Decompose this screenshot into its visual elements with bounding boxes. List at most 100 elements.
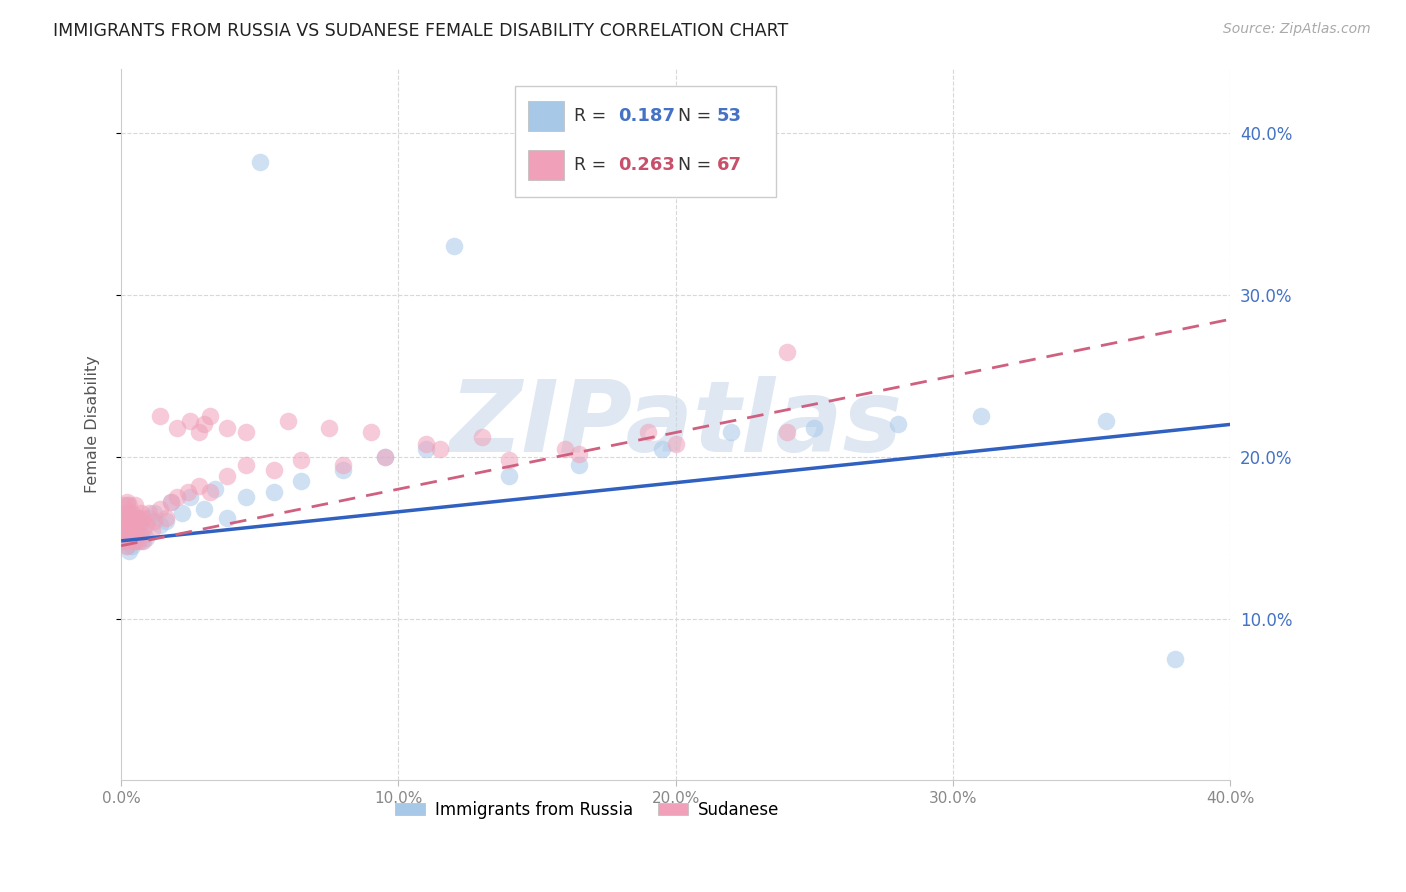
Point xyxy=(115,498,138,512)
Point xyxy=(332,458,354,472)
Point xyxy=(129,533,152,548)
Point xyxy=(176,485,198,500)
Point xyxy=(118,517,141,532)
Point xyxy=(149,409,172,424)
Point xyxy=(121,507,143,521)
Point xyxy=(215,420,238,434)
Point xyxy=(112,511,135,525)
Point xyxy=(118,533,141,548)
Point xyxy=(121,539,143,553)
Point xyxy=(498,469,520,483)
FancyBboxPatch shape xyxy=(529,150,564,179)
Point xyxy=(187,425,209,440)
Point xyxy=(143,515,166,529)
Point xyxy=(124,511,146,525)
Point xyxy=(127,523,149,537)
Point xyxy=(155,515,177,529)
Point xyxy=(374,450,396,464)
Text: IMMIGRANTS FROM RUSSIA VS SUDANESE FEMALE DISABILITY CORRELATION CHART: IMMIGRANTS FROM RUSSIA VS SUDANESE FEMAL… xyxy=(53,22,789,40)
Point xyxy=(886,417,908,432)
FancyBboxPatch shape xyxy=(529,102,564,131)
Point xyxy=(160,495,183,509)
Point xyxy=(235,490,257,504)
Point xyxy=(124,533,146,548)
Point xyxy=(568,458,591,472)
Point xyxy=(115,517,138,532)
Point xyxy=(124,533,146,548)
Point xyxy=(115,527,138,541)
Point xyxy=(776,344,799,359)
Point xyxy=(198,409,221,424)
Point xyxy=(118,527,141,541)
Point xyxy=(129,527,152,541)
Point xyxy=(166,490,188,504)
Point xyxy=(118,543,141,558)
Point xyxy=(124,531,146,545)
Point xyxy=(554,442,576,456)
Point xyxy=(263,485,285,500)
Point xyxy=(121,515,143,529)
Point xyxy=(132,511,155,525)
Point xyxy=(290,453,312,467)
Point xyxy=(155,511,177,525)
Point xyxy=(215,511,238,525)
Text: 53: 53 xyxy=(717,107,742,125)
Point xyxy=(471,430,494,444)
Point xyxy=(118,498,141,512)
Point xyxy=(132,533,155,548)
Point xyxy=(115,495,138,509)
Point xyxy=(118,523,141,537)
Point xyxy=(127,511,149,525)
Point xyxy=(121,527,143,541)
Text: 67: 67 xyxy=(717,155,742,174)
Point xyxy=(127,517,149,532)
Point xyxy=(637,425,659,440)
Point xyxy=(124,515,146,529)
Point xyxy=(149,501,172,516)
Point xyxy=(115,539,138,553)
Point xyxy=(112,533,135,548)
Point xyxy=(129,515,152,529)
Legend: Immigrants from Russia, Sudanese: Immigrants from Russia, Sudanese xyxy=(388,794,786,825)
Point xyxy=(651,442,673,456)
Point xyxy=(118,517,141,532)
Point xyxy=(970,409,993,424)
Point xyxy=(360,425,382,440)
Point xyxy=(179,414,201,428)
Point xyxy=(112,523,135,537)
Point xyxy=(235,458,257,472)
Point xyxy=(318,420,340,434)
Text: N =: N = xyxy=(678,155,717,174)
Point xyxy=(118,533,141,548)
Point xyxy=(263,463,285,477)
Point xyxy=(138,507,160,521)
Point xyxy=(121,523,143,537)
Point xyxy=(115,517,138,532)
Text: N =: N = xyxy=(678,107,717,125)
Point xyxy=(443,239,465,253)
Point xyxy=(1094,414,1116,428)
Point xyxy=(112,515,135,529)
Point xyxy=(135,531,157,545)
Point xyxy=(124,523,146,537)
Text: Source: ZipAtlas.com: Source: ZipAtlas.com xyxy=(1223,22,1371,37)
Point xyxy=(187,479,209,493)
Point xyxy=(1164,652,1187,666)
Point xyxy=(115,527,138,541)
Point xyxy=(115,515,138,529)
Point xyxy=(172,507,194,521)
Point xyxy=(179,490,201,504)
Point xyxy=(498,453,520,467)
Point xyxy=(132,523,155,537)
Point xyxy=(118,507,141,521)
Text: R =: R = xyxy=(574,155,612,174)
Point xyxy=(112,498,135,512)
Text: 0.263: 0.263 xyxy=(619,155,675,174)
FancyBboxPatch shape xyxy=(515,87,776,196)
Point xyxy=(112,533,135,548)
Point xyxy=(118,511,141,525)
Point xyxy=(204,482,226,496)
Text: 0.187: 0.187 xyxy=(619,107,675,125)
Point xyxy=(127,533,149,548)
Point xyxy=(115,539,138,553)
